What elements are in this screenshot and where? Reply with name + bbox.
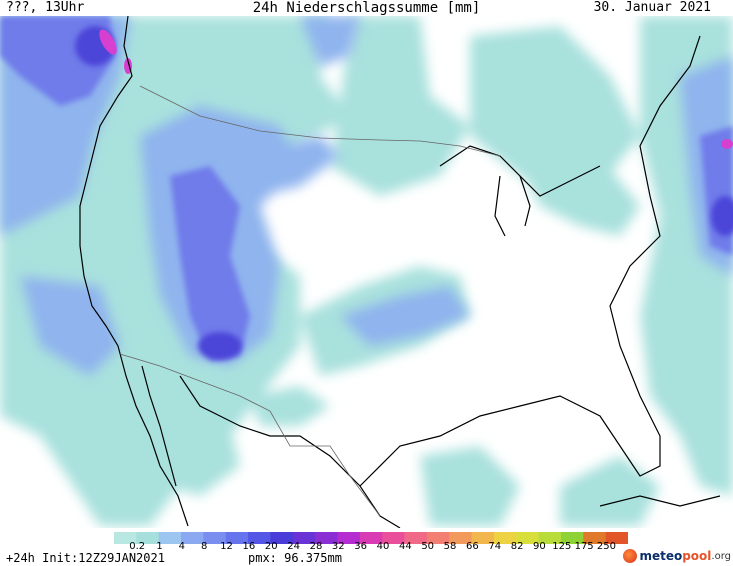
forecast-date: 30. Januar 2021 bbox=[593, 0, 711, 15]
legend-swatch bbox=[270, 532, 294, 544]
precip-strong-areas bbox=[0, 16, 733, 361]
legend-swatch bbox=[136, 532, 160, 544]
legend-tick-label: 0.2 bbox=[129, 541, 146, 552]
legend-tick-label: 28 bbox=[309, 541, 323, 552]
legend-swatch bbox=[315, 532, 338, 544]
meteopool-logo[interactable]: meteo pool .org bbox=[623, 548, 731, 564]
legend-tick-label: 32 bbox=[331, 541, 345, 552]
pmx-value: pmx: 96.375mm bbox=[248, 551, 342, 565]
legend-tick-label: 40 bbox=[376, 541, 390, 552]
legend-swatch bbox=[337, 532, 361, 544]
precipitation-map bbox=[0, 16, 733, 528]
legend-tick-label: 90 bbox=[533, 541, 546, 552]
legend-swatch bbox=[471, 532, 495, 544]
legend-swatch bbox=[203, 532, 227, 544]
legend-tick-label: 250 bbox=[596, 541, 617, 552]
legend-tick-label: 1 bbox=[156, 541, 163, 552]
forecast-day-label: ???, 13Uhr bbox=[6, 0, 85, 15]
legend-swatch bbox=[158, 532, 182, 544]
legend-tick-label: 50 bbox=[421, 541, 435, 552]
map-title: 24h Niederschlagssumme [mm] bbox=[252, 0, 481, 16]
legend-tick-label: 58 bbox=[443, 541, 457, 552]
legend-swatch bbox=[493, 532, 517, 544]
legend-swatch bbox=[426, 532, 450, 544]
legend-swatch bbox=[560, 532, 584, 544]
legend-tick-label: 16 bbox=[242, 541, 256, 552]
legend-tick-label: 66 bbox=[466, 541, 479, 552]
legend-swatch bbox=[225, 532, 249, 544]
legend-tick-label: 125 bbox=[552, 541, 572, 552]
legend-tick-label: 8 bbox=[201, 541, 208, 552]
legend-swatch bbox=[605, 532, 629, 544]
legend-tick-label: 24 bbox=[287, 541, 300, 552]
legend-tick-label: 44 bbox=[398, 541, 412, 552]
legend-tick-label: 175 bbox=[574, 541, 594, 552]
coastlines bbox=[79, 16, 721, 528]
legend-tick-label: 36 bbox=[354, 541, 368, 552]
political-borders bbox=[119, 85, 501, 517]
legend-swatch bbox=[583, 532, 607, 544]
legend-tick-label: 12 bbox=[220, 541, 233, 552]
legend-tick-label: 20 bbox=[264, 541, 278, 552]
legend-swatch bbox=[449, 532, 473, 544]
legend-tick-labels: 0.2 1 4 8 12 16 20 24 28 32 36 40 44 50 58 66 74 82 90 125 1… bbox=[0, 541, 733, 553]
legend-swatch bbox=[516, 532, 540, 544]
legend-swatch bbox=[114, 532, 137, 544]
logo-icon bbox=[623, 549, 638, 563]
legend-swatch bbox=[382, 532, 406, 544]
legend-tick-label: 4 bbox=[178, 541, 186, 552]
legend-swatch bbox=[248, 532, 271, 544]
legend-swatch bbox=[404, 532, 428, 544]
init-time: +24h Init:12Z29JAN2021 bbox=[6, 551, 165, 565]
legend-tick-label: 74 bbox=[488, 541, 502, 552]
legend-colorbar bbox=[114, 529, 629, 544]
legend-tick-label: 82 bbox=[510, 541, 524, 552]
legend-swatch bbox=[292, 532, 316, 544]
legend-swatch bbox=[538, 532, 562, 544]
legend-swatch bbox=[359, 532, 383, 544]
legend-swatch bbox=[181, 532, 204, 544]
